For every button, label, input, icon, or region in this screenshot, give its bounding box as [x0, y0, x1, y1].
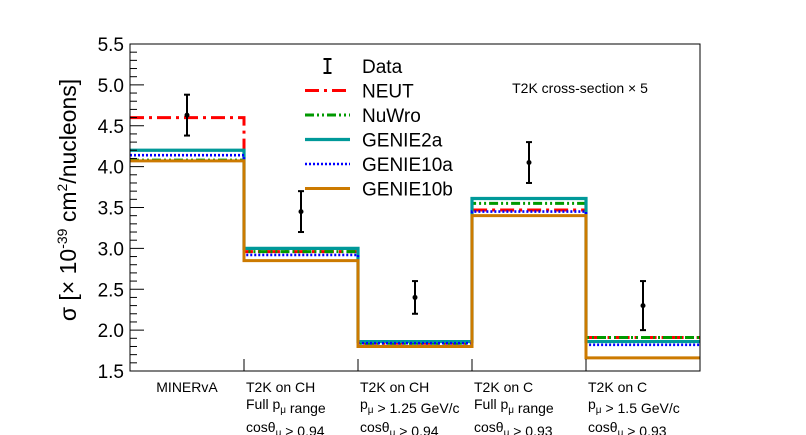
category-label-line2-subscript: μ	[280, 405, 286, 416]
series-genie10b-line	[130, 159, 700, 360]
annotation-text: T2K cross-section × 5	[512, 80, 648, 96]
data-marker	[412, 294, 418, 300]
category-label-line2-part: p	[360, 396, 368, 412]
category-label-line3-subscript: μ	[276, 428, 282, 435]
legend-entry: NEUT	[305, 82, 414, 103]
category-label-line3-part: cosθ	[474, 419, 504, 435]
category-label-line1: T2K on C	[588, 379, 647, 395]
y-tick-label: 1.5	[98, 362, 124, 383]
category-label-line3-part: cosθ	[588, 419, 618, 435]
category-label-line3-subscript: μ	[618, 428, 624, 435]
data-marker	[184, 112, 190, 118]
category-label-line3-part: > 0.94	[281, 423, 324, 435]
y-tick-label: 5.5	[98, 35, 124, 56]
y-tick-label: 2.5	[98, 280, 124, 301]
y-tick-label: 4.0	[98, 158, 124, 179]
svg-text:σ [× 10-39 cm2/nucleons]: σ [× 10-39 cm2/nucleons]	[54, 79, 81, 321]
category-label-line2-subscript: μ	[368, 405, 374, 416]
category-label-line3: cosθμ > 0.94	[246, 419, 325, 435]
category-label-line1: T2K on CH	[246, 379, 315, 395]
data-point	[412, 280, 418, 315]
category-label-line1: MINERvA	[156, 379, 218, 395]
category-label-line1: T2K on CH	[360, 379, 429, 395]
category-label-line2-part: p	[588, 396, 596, 412]
y-tick-label: 2.0	[98, 321, 124, 342]
y-tick-label: 5.0	[98, 76, 124, 97]
y-label-tail: /nucleons]	[55, 79, 81, 184]
y-axis-label: σ [× 10-39 cm2/nucleons]	[54, 79, 81, 321]
category-label-line2-subscript: μ	[596, 405, 602, 416]
category-label-line2-part: > 1.25 GeV/c	[374, 400, 460, 416]
y-tick-label: 4.5	[98, 117, 124, 138]
data-points-layer	[184, 93, 646, 332]
legend-label: GENIE10b	[362, 180, 453, 201]
legend: Data NEUT NuWro GENIE2a GENIE10a GENIE10b	[305, 57, 453, 201]
legend-label: GENIE10a	[362, 155, 453, 176]
data-point	[526, 141, 532, 184]
legend-label: NEUT	[362, 82, 414, 103]
category-label-line3: cosθμ > 0.93	[474, 419, 553, 435]
series-layer	[130, 116, 700, 360]
category-label-line2-subscript: μ	[508, 405, 514, 416]
y-label-main: σ [× 10	[55, 249, 81, 321]
category-label-line2-part: range	[286, 400, 326, 416]
legend-entry: NuWro	[305, 106, 421, 127]
category-label-line2: pμ > 1.25 GeV/c	[360, 396, 460, 416]
category-label-line2-part: range	[514, 400, 554, 416]
y-label-square: 2	[54, 183, 70, 191]
tick-layer: 1.5 2.0 2.5 3.0 3.5 4.0 4.5 5.0 5.5	[98, 35, 587, 383]
category-label-line1-part: T2K on C	[588, 379, 647, 395]
legend-entry: GENIE2a	[305, 131, 443, 152]
category-label-line2-part: > 1.5 GeV/c	[602, 400, 680, 416]
category-label-line3-subscript: μ	[504, 428, 510, 435]
y-tick-label: 3.5	[98, 199, 124, 220]
legend-entry: GENIE10a	[305, 155, 453, 176]
category-label-line2: Full pμ range	[474, 396, 554, 416]
data-marker	[526, 160, 532, 166]
category-label-line3-part: cosθ	[360, 419, 390, 435]
category-label-line3-part: > 0.93	[509, 423, 552, 435]
category-label-line2-part: Full p	[474, 396, 508, 412]
category-label-line3-part: > 0.94	[395, 423, 438, 435]
y-label-exponent: -39	[54, 228, 70, 248]
category-label-line2: pμ > 1.5 GeV/c	[588, 396, 680, 416]
data-marker	[640, 303, 646, 309]
category-label-line3: cosθμ > 0.94	[360, 419, 439, 435]
category-label-line1-part: T2K on C	[474, 379, 533, 395]
category-label-line1-part: T2K on CH	[246, 379, 315, 395]
category-label-line3-subscript: μ	[390, 428, 396, 435]
series-genie10a-line	[130, 153, 700, 347]
y-tick-label: 3.0	[98, 239, 124, 260]
legend-label: Data	[362, 57, 403, 78]
y-label-unit: cm	[55, 191, 81, 228]
category-label-line3: cosθμ > 0.93	[588, 419, 667, 435]
legend-label: NuWro	[362, 106, 421, 127]
data-point	[298, 190, 304, 234]
category-label-line1-part: T2K on CH	[360, 379, 429, 395]
data-marker	[298, 209, 304, 215]
category-label-line1: T2K on C	[474, 379, 533, 395]
data-point	[184, 93, 190, 137]
legend-entry: Data	[323, 57, 403, 78]
data-point	[640, 280, 646, 332]
legend-entry: GENIE10b	[305, 180, 453, 201]
category-label-line3-part: cosθ	[246, 419, 276, 435]
category-label-line2-part: Full p	[246, 396, 280, 412]
legend-label: GENIE2a	[362, 131, 443, 152]
category-label-line3-part: > 0.93	[623, 423, 666, 435]
category-label-line2: Full pμ range	[246, 396, 326, 416]
category-label: MINERvA	[156, 379, 218, 395]
